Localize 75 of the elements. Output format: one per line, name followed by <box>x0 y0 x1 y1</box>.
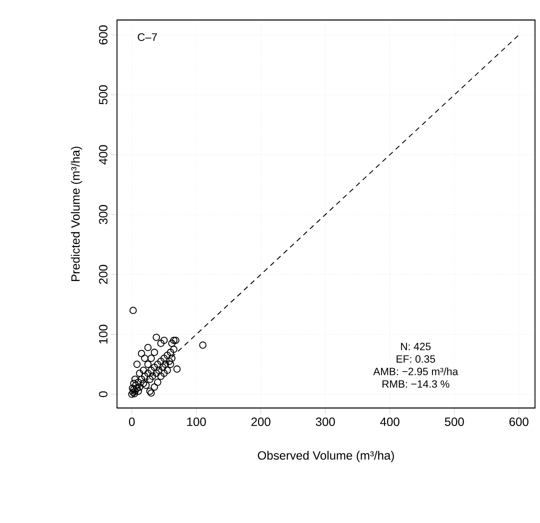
point <box>146 376 154 383</box>
point <box>164 352 171 359</box>
point <box>138 350 146 358</box>
point <box>166 348 174 356</box>
point <box>142 382 150 389</box>
x-tick-label: 500 <box>444 418 464 426</box>
y-tick-label: 300 <box>98 205 108 224</box>
point <box>157 358 165 365</box>
y-tick-label: 0 <box>98 391 108 398</box>
point <box>155 366 163 374</box>
point <box>134 388 142 395</box>
point <box>164 366 171 374</box>
point <box>138 376 146 383</box>
annotation: EF: 0.35 <box>396 355 436 363</box>
x-tick-label: 600 <box>509 418 528 426</box>
point <box>148 372 156 380</box>
x-tick-label: 400 <box>380 418 400 426</box>
point <box>157 372 165 380</box>
point <box>170 346 178 353</box>
point <box>168 340 176 347</box>
point <box>159 364 166 371</box>
annotation: C–7 <box>138 33 157 42</box>
point <box>160 336 168 344</box>
point <box>140 380 148 388</box>
x-tick-label: 100 <box>187 418 206 426</box>
annotation: RMB: −14.3 % <box>382 380 450 388</box>
point <box>172 336 180 344</box>
point <box>152 334 160 341</box>
point <box>199 341 206 349</box>
point <box>154 378 162 386</box>
x-tick-label: 200 <box>251 418 270 426</box>
point <box>129 306 137 314</box>
point <box>144 370 152 377</box>
point <box>134 378 142 386</box>
annotation: N: 425 <box>401 342 431 350</box>
point <box>146 388 154 395</box>
annotation: AMB: −2.95 m³/ha <box>373 367 458 376</box>
point <box>130 380 138 388</box>
point <box>136 383 144 391</box>
x-axis-title: Observed Volume (m³/ha) <box>258 450 394 462</box>
point <box>154 360 162 368</box>
point <box>136 370 144 377</box>
point <box>160 354 168 362</box>
point <box>160 370 168 377</box>
point <box>150 383 158 391</box>
y-tick-label: 400 <box>98 145 108 164</box>
point <box>133 360 141 368</box>
point <box>141 372 148 380</box>
point <box>170 336 178 344</box>
y-tick-label: 200 <box>98 264 108 284</box>
point <box>166 360 174 368</box>
point <box>140 366 148 374</box>
point <box>148 354 155 362</box>
point <box>152 370 160 377</box>
point <box>162 360 170 368</box>
point <box>150 364 158 371</box>
point <box>144 360 152 368</box>
point <box>173 365 181 373</box>
point <box>131 376 139 383</box>
y-axis-title: Predicted Volume (m³/ha) <box>70 146 82 282</box>
point <box>148 366 155 374</box>
point <box>148 389 155 397</box>
y-tick-label: 600 <box>98 25 108 44</box>
y-tick-label: 100 <box>98 324 108 344</box>
point <box>168 354 176 362</box>
point <box>157 340 165 347</box>
point <box>128 390 136 398</box>
point <box>166 358 173 365</box>
point <box>132 382 140 389</box>
y-tick-label: 500 <box>98 85 108 104</box>
x-tick-label: 300 <box>316 418 335 426</box>
point <box>144 344 152 352</box>
point <box>150 348 158 356</box>
point <box>141 354 148 362</box>
x-tick-label: 0 <box>128 418 135 426</box>
